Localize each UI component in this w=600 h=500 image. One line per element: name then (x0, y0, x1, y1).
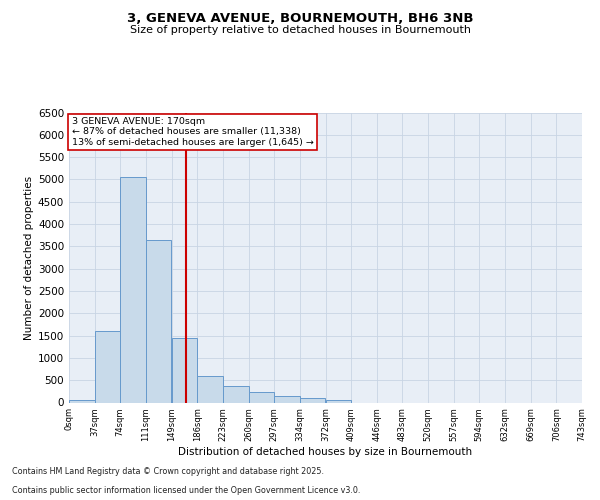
Y-axis label: Number of detached properties: Number of detached properties (24, 176, 34, 340)
Text: Contains HM Land Registry data © Crown copyright and database right 2025.: Contains HM Land Registry data © Crown c… (12, 467, 324, 476)
Text: 3, GENEVA AVENUE, BOURNEMOUTH, BH6 3NB: 3, GENEVA AVENUE, BOURNEMOUTH, BH6 3NB (127, 12, 473, 26)
Bar (120, 177, 146, 402)
Bar (95, 331, 120, 402)
Bar (146, 240, 171, 402)
Text: 3 GENEVA AVENUE: 170sqm
← 87% of detached houses are smaller (11,338)
13% of sem: 3 GENEVA AVENUE: 170sqm ← 87% of detache… (71, 117, 313, 146)
Text: Size of property relative to detached houses in Bournemouth: Size of property relative to detached ho… (130, 25, 470, 35)
Bar (69, 400, 95, 402)
Text: Contains public sector information licensed under the Open Government Licence v3: Contains public sector information licen… (12, 486, 361, 495)
Bar (197, 376, 223, 402)
Bar (172, 338, 197, 402)
Bar (248, 392, 274, 402)
Bar (274, 396, 299, 402)
Bar (223, 386, 248, 402)
Bar (299, 398, 325, 402)
Bar (326, 400, 352, 402)
X-axis label: Distribution of detached houses by size in Bournemouth: Distribution of detached houses by size … (178, 447, 473, 457)
